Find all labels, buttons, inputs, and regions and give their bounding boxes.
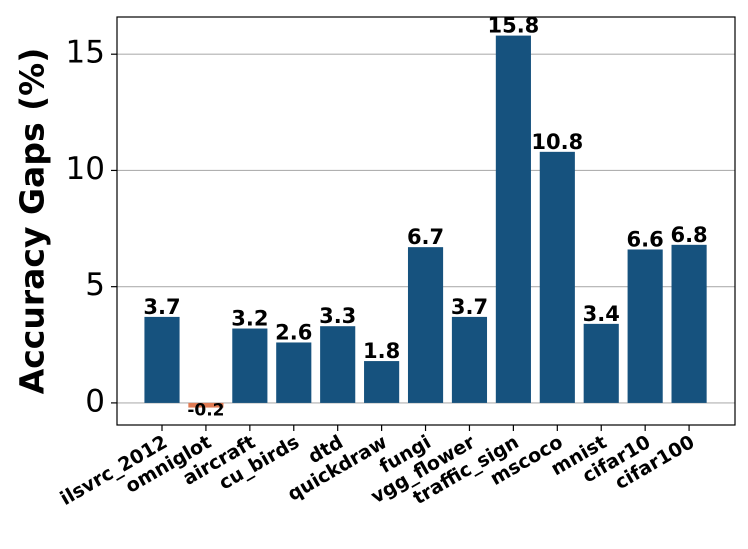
plot-frame [116,16,736,426]
y-axis-label: Accuracy Gaps (%) [13,48,52,395]
bar [407,247,444,403]
bar [232,328,268,403]
data-label: 15.8 [487,14,539,38]
data-label: 3.4 [583,302,620,326]
data-label: 3.7 [451,295,488,319]
data-label: 1.8 [363,339,400,363]
bar [320,326,356,403]
data-label: 3.7 [143,295,180,319]
y-tick-label: 10 [66,151,105,187]
data-label: 6.6 [627,227,664,251]
bar [671,244,707,403]
bar [539,151,575,403]
data-label: 3.2 [231,307,268,331]
data-label: -0.2 [187,401,224,421]
bar [276,342,312,403]
y-tick-label: 15 [66,35,105,71]
data-label: 10.8 [531,130,583,154]
bar [144,316,180,403]
y-tick-label: 0 [85,383,105,419]
bar [495,35,531,403]
data-label: 2.6 [275,320,312,344]
data-label: 6.8 [670,223,707,247]
data-label: 3.3 [319,304,356,328]
bar [364,361,400,403]
bar [451,316,488,403]
bar [627,249,663,403]
bar [188,402,224,408]
data-label: 6.7 [407,225,444,249]
bar [583,323,619,403]
y-tick-label: 5 [85,267,105,303]
